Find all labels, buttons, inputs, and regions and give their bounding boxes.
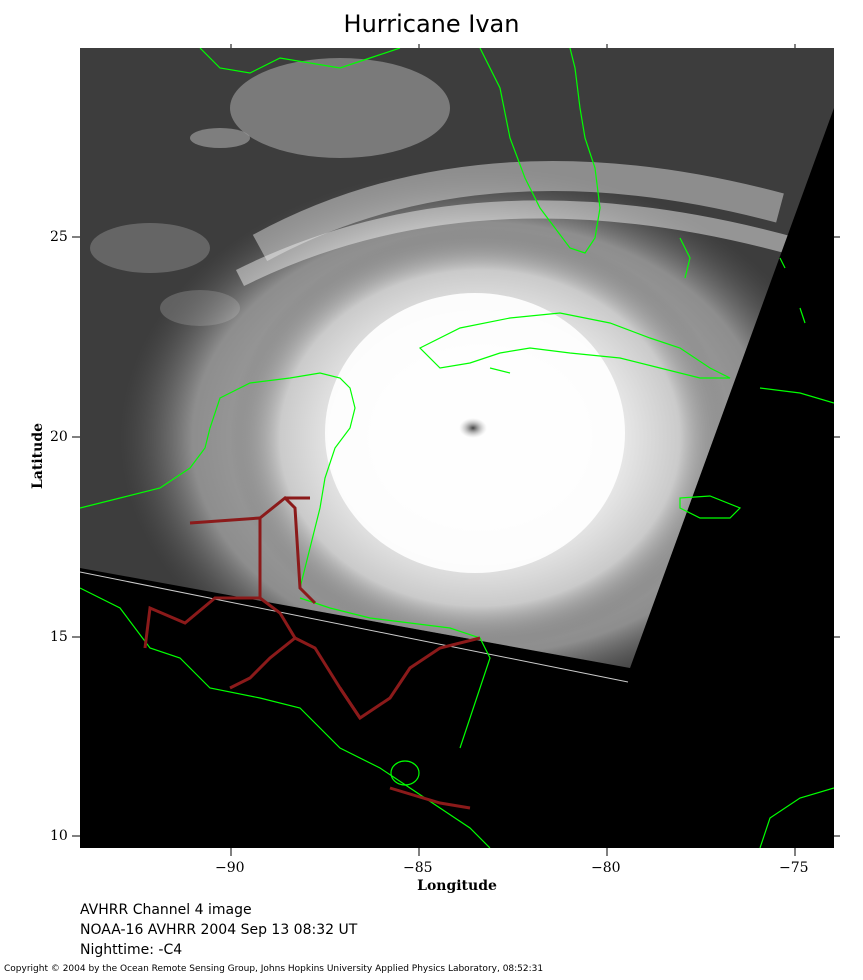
y-tick-label: 10 [50, 828, 68, 844]
y-axis-label: Latitude [30, 422, 46, 490]
country-borders [143, 495, 481, 810]
y-tick-label: 15 [50, 629, 68, 645]
y-tick-label: 25 [50, 229, 68, 245]
x-axis-label: Longitude [417, 878, 497, 894]
copyright-notice: Copyright © 2004 by the Ocean Remote Sen… [4, 964, 544, 974]
y-tick-label: 20 [50, 429, 68, 445]
caption-line-2: NOAA-16 AVHRR 2004 Sep 13 08:32 UT [80, 922, 358, 938]
x-tick-label: −90 [215, 860, 245, 876]
satellite-map [80, 48, 834, 848]
coastlines [80, 48, 834, 848]
x-tick-label: −85 [403, 860, 433, 876]
map-canvas [80, 48, 834, 848]
x-tick-label: −75 [779, 860, 809, 876]
map-title: Hurricane Ivan [343, 10, 520, 38]
swath-edge-line [80, 571, 629, 683]
caption-line-3: Nighttime: -C4 [80, 942, 183, 958]
caption-line-1: AVHRR Channel 4 image [80, 902, 252, 918]
x-tick-label: −80 [591, 860, 621, 876]
